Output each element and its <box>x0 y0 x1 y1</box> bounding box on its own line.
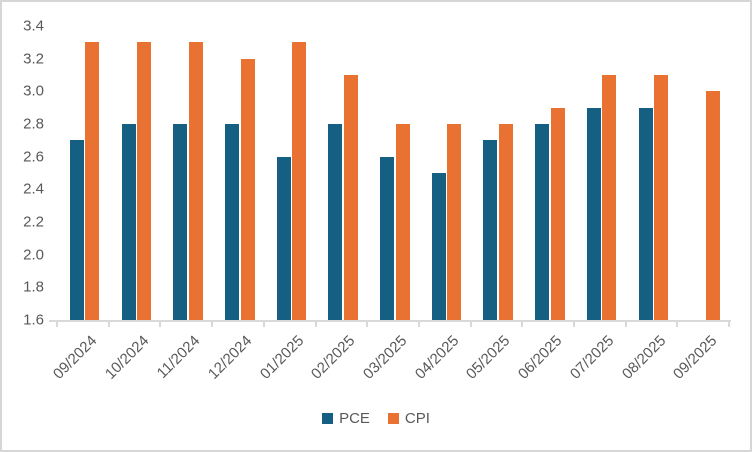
bar-pce[interactable] <box>431 173 446 320</box>
x-axis-tick <box>521 322 524 327</box>
x-axis-tick <box>159 322 162 327</box>
x-axis-tick <box>728 322 731 327</box>
bar-cpi[interactable] <box>85 42 100 320</box>
bar-pce[interactable] <box>224 124 239 320</box>
y-axis-tick-label: 3.2 <box>23 50 44 68</box>
x-axis-tick <box>262 322 265 327</box>
x-axis-category-label: 05/2025 <box>463 332 514 383</box>
x-axis-category-label: 03/2025 <box>359 332 411 383</box>
y-axis-tick-label: 3.0 <box>23 82 44 100</box>
bar-cpi[interactable] <box>240 58 255 320</box>
y-axis-tick-label: 2.0 <box>23 246 44 264</box>
bar-pce[interactable] <box>69 140 84 320</box>
x-axis-tick <box>56 322 58 327</box>
bar-pce[interactable] <box>276 156 291 320</box>
bar-cpi[interactable] <box>447 124 462 320</box>
x-axis-tick <box>676 322 679 327</box>
x-axis-tick <box>469 322 472 327</box>
x-axis-tick <box>417 322 420 327</box>
y-axis-tick-label: 3.4 <box>23 17 44 35</box>
x-axis-tick <box>211 322 214 327</box>
legend-item-cpi[interactable]: CPI <box>387 410 430 427</box>
y-axis-tick-label: 2.8 <box>23 115 44 133</box>
bar-pce[interactable] <box>121 124 136 320</box>
bar-pce[interactable] <box>380 156 395 320</box>
x-axis-category-label: 02/2025 <box>308 332 359 383</box>
bar-cpi[interactable] <box>188 42 203 320</box>
x-axis-category-label: 11/2024 <box>153 332 204 382</box>
y-axis-tick-label: 1.6 <box>23 311 44 329</box>
bar-cpi[interactable] <box>499 124 514 320</box>
bar-cpi[interactable] <box>292 42 307 320</box>
bar-pce[interactable] <box>586 107 601 320</box>
x-axis-category-label: 01/2025 <box>256 332 307 383</box>
y-axis-tick-label: 1.8 <box>23 278 44 296</box>
x-axis-category-label: 06/2025 <box>515 332 566 383</box>
bar-cpi[interactable] <box>602 75 617 320</box>
bar-pce[interactable] <box>638 107 653 320</box>
bar-cpi[interactable] <box>343 75 358 320</box>
x-axis-category-label: 09/2025 <box>670 332 721 383</box>
x-axis-tick <box>624 322 627 327</box>
y-axis-tick-label: 2.4 <box>23 180 44 198</box>
bar-cpi[interactable] <box>137 42 152 320</box>
cpi-legend-swatch-icon <box>387 413 399 424</box>
x-axis-tick <box>573 322 575 327</box>
x-axis-category-label: 09/2024 <box>49 332 101 383</box>
bar-pce[interactable] <box>483 140 498 320</box>
bar-pce[interactable] <box>535 124 550 320</box>
x-axis-tick <box>314 322 317 327</box>
x-axis-line <box>49 320 731 322</box>
x-axis-category-label: 04/2025 <box>411 332 463 383</box>
legend-item-pce[interactable]: PCE <box>322 410 370 427</box>
legend: PCE CPI <box>2 410 750 427</box>
bar-cpi[interactable] <box>705 91 720 320</box>
x-axis-category-label: 08/2025 <box>618 332 669 383</box>
bar-pce[interactable] <box>173 124 188 320</box>
bar-cpi[interactable] <box>654 75 669 320</box>
y-axis-tick-label: 2.6 <box>23 148 44 166</box>
pce-legend-label: PCE <box>339 410 370 427</box>
bar-pce[interactable] <box>328 124 343 320</box>
bar-cpi[interactable] <box>395 124 410 320</box>
x-axis-category-label: 12/2024 <box>204 332 256 383</box>
y-axis-tick-label: 2.2 <box>23 213 44 231</box>
x-axis-tick <box>107 322 110 327</box>
cpi-legend-label: CPI <box>404 410 430 427</box>
bar-cpi[interactable] <box>550 107 565 320</box>
x-axis-tick <box>366 322 369 327</box>
pce-legend-swatch-icon <box>322 413 334 424</box>
x-axis-category-label: 10/2024 <box>101 332 152 383</box>
x-axis-category-label: 07/2025 <box>566 332 618 383</box>
